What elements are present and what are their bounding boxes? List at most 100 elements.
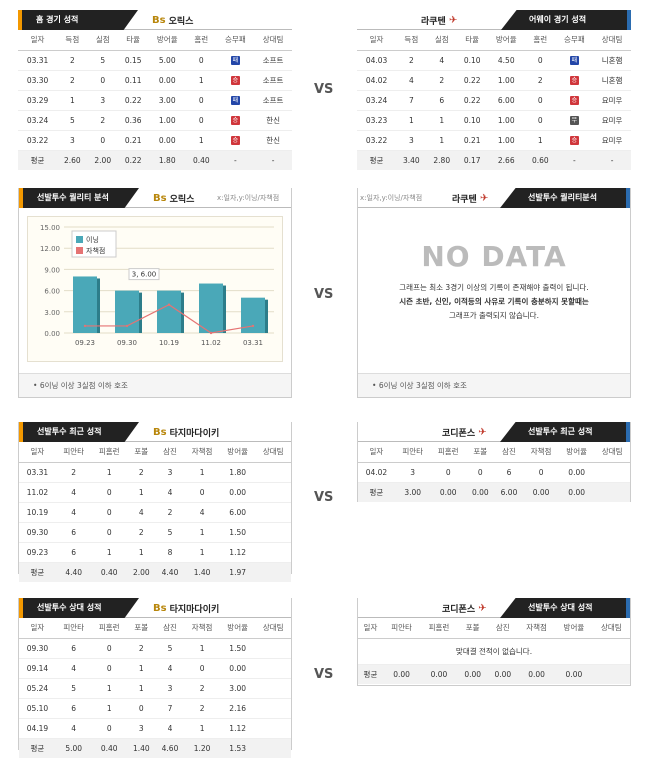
quality-chart: 0.00 3.00 6.00 9.00 12.00 15.00 09.23 09.30 10.1… bbox=[27, 216, 283, 362]
pitcher-quality-tab: 선발투수 퀄리티분석 bbox=[500, 188, 630, 208]
opponent-cell: 요미우 bbox=[593, 90, 631, 111]
table-cell: 05.24 bbox=[19, 678, 56, 699]
eagles-logo-icon: ✈ bbox=[478, 603, 487, 614]
no-record-message: 맞대결 전적이 없습니다. bbox=[358, 638, 630, 665]
column-header: 홈런 bbox=[525, 30, 556, 51]
result-badge-icon: 승 bbox=[569, 96, 579, 105]
table-cell: 04.02 bbox=[358, 462, 395, 483]
runs-cell: 1 bbox=[396, 110, 427, 131]
table-cell: 4 bbox=[155, 718, 185, 739]
era-cell: 6.00 bbox=[487, 90, 526, 111]
table-row: 04.19 4 0 3 4 1 1.12 bbox=[19, 718, 291, 739]
column-header: 피안타 bbox=[382, 618, 421, 639]
earned-runs-point bbox=[167, 303, 171, 306]
team-oryx: Bs 오릭스 bbox=[152, 14, 193, 27]
column-header: 삼진 bbox=[155, 442, 185, 463]
average-avg-cell: 0.17 bbox=[456, 150, 488, 170]
table-cell: 05.10 bbox=[19, 698, 56, 719]
average-avg-cell: 0.22 bbox=[117, 150, 149, 170]
date-cell: 04.03 bbox=[357, 50, 397, 71]
average-ra-cell: 2.00 bbox=[87, 150, 118, 170]
earned-runs-point bbox=[83, 324, 87, 328]
table-cell: 2 bbox=[126, 522, 156, 543]
column-header: 타율 bbox=[117, 30, 149, 51]
column-header: 타율 bbox=[456, 30, 488, 51]
table-cell: 6 bbox=[494, 462, 524, 483]
axis-description: x:일자,y:이닝/자책점 bbox=[217, 194, 280, 202]
average-row: 평균 3.40 2.80 0.17 2.66 0.60- - bbox=[357, 150, 631, 170]
column-header: 삼진 bbox=[487, 618, 518, 639]
column-header: 방어율 bbox=[219, 442, 256, 463]
y-tick-label: 6.00 bbox=[44, 288, 60, 296]
table-cell: 1 bbox=[184, 718, 220, 739]
column-header: 포볼 bbox=[457, 618, 488, 639]
innings-bar-shadow bbox=[265, 299, 268, 333]
column-header: 방어율 bbox=[558, 442, 595, 463]
pitcher-h2h-panel-right: 코디폰스 ✈ 선발투수 상대 성적 일자 피안타 피홈런 포볼 삼진 자책점 방어율 상대팀 … bbox=[357, 598, 631, 686]
table-row: 09.23 6 1 1 8 1 1.12 bbox=[19, 542, 291, 563]
table-cell bbox=[255, 462, 291, 483]
table-cell: 5 bbox=[155, 522, 185, 543]
average-res-cell: - bbox=[555, 150, 594, 170]
average-cell: 평균 bbox=[19, 738, 56, 758]
home-runs-cell: 0 bbox=[186, 50, 217, 71]
average-row: 평균 2.60 2.00 0.22 1.80 0.40- - bbox=[18, 150, 292, 170]
pitcher-h2h-table: 일자 피안타 피홈런 포볼 삼진 자책점 방어율 상대팀 09.30 6 0 2 5 1 1.50 09.1… bbox=[19, 618, 291, 758]
result-cell: 승 bbox=[555, 70, 594, 91]
table-cell: 0 bbox=[184, 658, 220, 679]
table-row: 05.24 5 1 1 3 2 3.00 bbox=[19, 678, 291, 699]
no-data-title: NO DATA bbox=[421, 240, 567, 273]
panel-header: 코디폰스 ✈ 선발투수 상대 성적 bbox=[358, 598, 630, 618]
opponent-cell: 한신 bbox=[254, 110, 292, 131]
innings-bar bbox=[73, 276, 97, 333]
column-header: 일자 bbox=[18, 30, 58, 51]
table-cell: 0.00 bbox=[558, 462, 595, 483]
annotation-box bbox=[128, 268, 160, 281]
column-header: 자책점 bbox=[517, 618, 556, 639]
table-row: 03.29 1 3 0.22 3.00 0 패 소프트 bbox=[18, 90, 292, 111]
batting-avg-cell: 0.10 bbox=[456, 50, 488, 71]
average-row: 평균 0.00 0.00 0.00 0.00 0.00 0.00 bbox=[358, 664, 630, 684]
average-era-cell: 2.66 bbox=[487, 150, 526, 170]
column-header: 피안타 bbox=[55, 442, 92, 463]
table-cell: 1.12 bbox=[219, 542, 256, 563]
home-record-tab: 홈 경기 성적 bbox=[18, 10, 138, 30]
column-header: 일자 bbox=[358, 618, 383, 639]
column-header: 피안타 bbox=[55, 618, 92, 639]
table-cell: 0 bbox=[126, 698, 156, 719]
result-badge-icon: 승 bbox=[230, 116, 240, 125]
era-cell: 0.00 bbox=[148, 130, 187, 151]
table-cell: 7 bbox=[155, 698, 185, 719]
panel-header: 라쿠텐 ✈ 어웨이 경기 성적 bbox=[357, 10, 631, 30]
era-cell: 0.00 bbox=[148, 70, 187, 91]
average-cell bbox=[255, 738, 291, 758]
pitcher-name: Bs 타지마다이키 bbox=[153, 427, 220, 439]
home-runs-cell: 0 bbox=[186, 110, 217, 131]
column-header: 피홈런 bbox=[91, 442, 127, 463]
column-header: 피홈런 bbox=[420, 618, 458, 639]
average-r-cell: 2.60 bbox=[57, 150, 88, 170]
runs-allowed-cell: 1 bbox=[426, 130, 457, 151]
table-cell: 10.19 bbox=[19, 502, 56, 523]
date-cell: 03.24 bbox=[18, 110, 58, 131]
table-row: 05.10 6 1 0 7 2 2.16 bbox=[19, 698, 291, 719]
no-data-line-3: 그래프가 출력되지 않습니다. bbox=[449, 311, 539, 320]
legend-swatch bbox=[76, 247, 83, 254]
x-tick-label: 09.23 bbox=[75, 339, 95, 347]
average-cell: 2.00 bbox=[126, 562, 156, 582]
table-row: 03.31 2 1 2 3 1 1.80 bbox=[19, 462, 291, 483]
no-data-line-2: 시즌 초반, 신인, 이적등의 사유로 기록이 충분하지 못할때는 bbox=[399, 297, 589, 306]
table-cell: 1 bbox=[91, 678, 127, 699]
table-cell: 1 bbox=[126, 658, 156, 679]
earned-runs-point bbox=[125, 324, 129, 328]
team-name: 라쿠텐 bbox=[421, 17, 446, 27]
home-runs-cell: 0 bbox=[525, 90, 556, 111]
table-row: 10.19 4 0 4 2 4 6.00 bbox=[19, 502, 291, 523]
batting-avg-cell: 0.10 bbox=[456, 110, 488, 131]
pitcher-name: 코디폰스 ✈ bbox=[442, 603, 487, 615]
column-header: 자책점 bbox=[523, 442, 559, 463]
table-cell: 1 bbox=[184, 638, 220, 659]
table-cell: 0 bbox=[91, 482, 127, 503]
x-tick-label: 10.19 bbox=[159, 339, 179, 347]
table-cell: 0 bbox=[184, 482, 220, 503]
